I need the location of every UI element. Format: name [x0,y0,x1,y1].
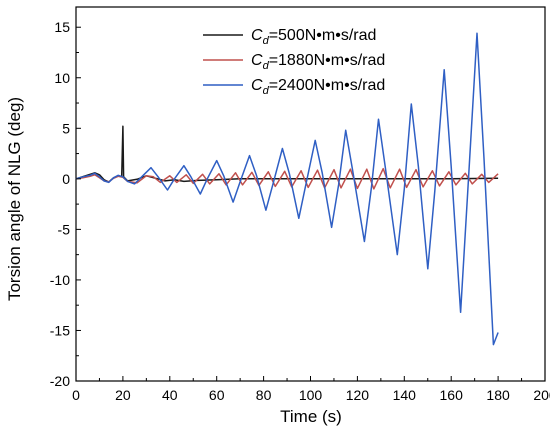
x-tick-label: 160 [440,387,464,403]
series-line-0 [75,125,499,183]
legend-entry-2: Cd=2400N•m•s/rad [251,77,385,97]
x-tick-label: 0 [72,387,80,403]
y-tick-label: -20 [50,373,70,389]
series-line-2 [75,32,499,346]
x-tick-label: 80 [256,387,272,403]
x-tick-label: 200 [533,387,550,403]
y-tick-label: -5 [58,221,71,237]
x-tick-label: 40 [162,387,178,403]
y-tick-label: 0 [62,171,70,187]
x-axis-title: Time (s) [280,407,342,426]
y-tick-label: -10 [50,272,70,288]
y-tick-label: 5 [62,120,70,136]
x-tick-label: 140 [393,387,417,403]
legend-entry-1: Cd=1880N•m•s/rad [251,52,385,72]
series-layer [75,32,499,346]
y-tick-label: 15 [54,19,70,35]
legend-entry-0: Cd=500N•m•s/rad [251,27,376,47]
y-axis-title: Torsion angle of NLG (deg) [5,97,24,301]
x-tick-label: 120 [346,387,370,403]
ticks-layer: 0 20 40 60 80 100 120 140 160 180 200 -20 -15 -10 -5 0 5… [50,19,550,403]
y-tick-label: -15 [50,322,70,338]
x-tick-label: 180 [486,387,510,403]
x-tick-label: 100 [299,387,323,403]
x-tick-label: 20 [115,387,131,403]
y-tick-label: 10 [54,70,70,86]
legend: Cd=500N•m•s/rad Cd=1880N•m•s/rad Cd=2400N•… [203,27,385,97]
x-tick-label: 60 [209,387,225,403]
